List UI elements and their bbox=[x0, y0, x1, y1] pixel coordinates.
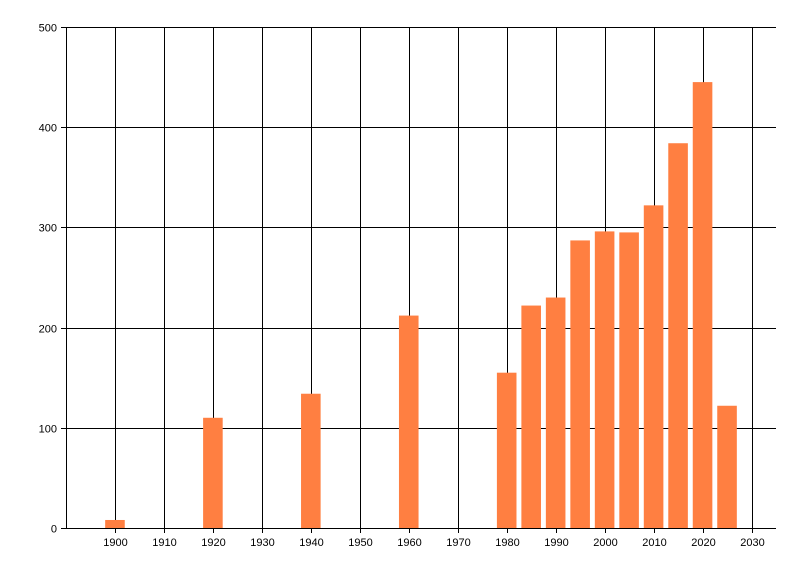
bar bbox=[619, 232, 639, 528]
tick-labels: 0 100 200 300 400 500 1900 1910 1920 1930 1940 1950… bbox=[39, 23, 765, 550]
x-tick-label: 1940 bbox=[299, 537, 323, 549]
bar bbox=[594, 231, 615, 528]
x-tick-label: 1920 bbox=[201, 537, 225, 549]
bar bbox=[496, 372, 517, 528]
x-tick-label: 1960 bbox=[397, 537, 421, 549]
bar bbox=[717, 405, 737, 528]
bar bbox=[301, 393, 321, 528]
bar bbox=[570, 240, 590, 528]
x-tick-label: 1970 bbox=[446, 537, 470, 549]
x-tick-label: 2000 bbox=[593, 537, 617, 549]
bar bbox=[105, 519, 125, 528]
bar bbox=[203, 417, 223, 528]
bar bbox=[545, 297, 566, 528]
axes bbox=[61, 27, 776, 533]
y-tick-label: 400 bbox=[39, 123, 57, 135]
y-tick-label: 500 bbox=[39, 23, 57, 35]
x-tick-label: 1980 bbox=[495, 537, 519, 549]
y-tick-label: 100 bbox=[39, 424, 57, 436]
bar bbox=[692, 82, 713, 529]
x-tick-label: 2030 bbox=[740, 537, 764, 549]
y-tick-label: 200 bbox=[39, 324, 57, 336]
x-tick-label: 2010 bbox=[642, 537, 666, 549]
y-tick-label: 300 bbox=[39, 223, 57, 235]
y-tick-label: 0 bbox=[51, 524, 57, 536]
bar bbox=[398, 315, 419, 528]
x-tick-label: 1910 bbox=[152, 537, 176, 549]
bar bbox=[643, 205, 664, 528]
x-tick-label: 1990 bbox=[544, 537, 568, 549]
bars bbox=[105, 82, 737, 529]
x-tick-label: 1900 bbox=[103, 537, 127, 549]
bar bbox=[668, 143, 688, 528]
x-tick-label: 1950 bbox=[348, 537, 372, 549]
bar bbox=[521, 305, 541, 528]
x-tick-label: 1930 bbox=[250, 537, 274, 549]
x-tick-label: 2020 bbox=[691, 537, 715, 549]
